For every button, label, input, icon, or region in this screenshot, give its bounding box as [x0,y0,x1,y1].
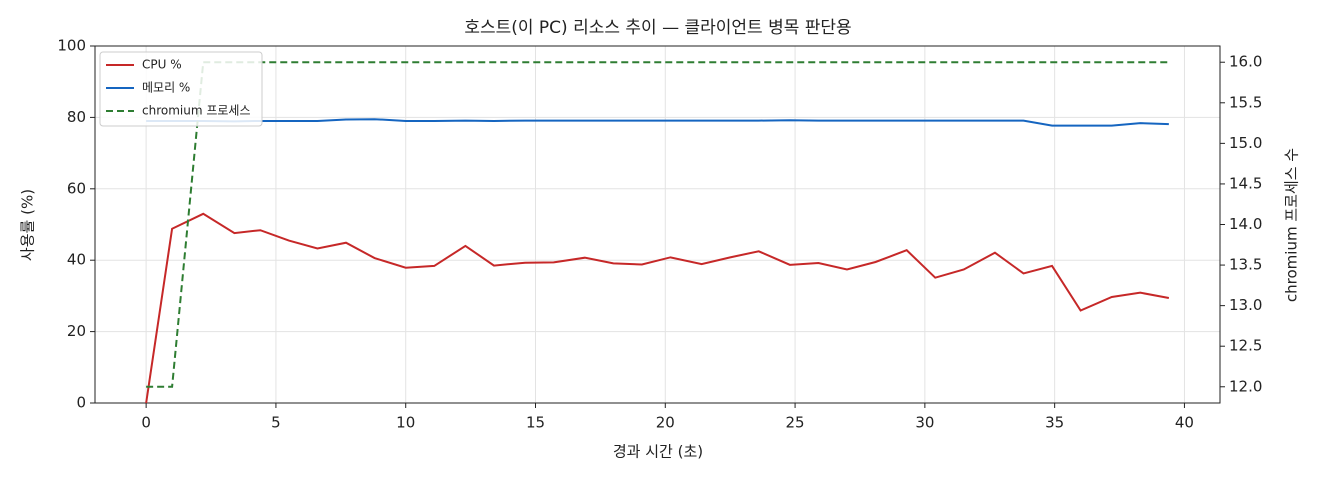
y-tick-label: 0 [76,394,86,412]
y-tick-label: 100 [57,37,86,55]
y2-tick-label: 16.0 [1229,53,1262,71]
y2-tick-label: 13.0 [1229,296,1262,314]
y2-tick-label: 12.5 [1229,337,1262,355]
plot-frame [94,45,1221,404]
y-axis-label: 사용률 (%) [19,189,37,261]
x-tick-label: 5 [271,414,281,432]
x-tick-label: 25 [786,414,805,432]
x-tick-label: 30 [915,414,934,432]
x-tick-label: 15 [526,414,545,432]
x-tick-label: 10 [396,414,415,432]
x-tick-label: 40 [1175,414,1194,432]
legend-box [99,51,263,127]
y2-tick-label: 14.5 [1229,174,1262,192]
y-tick-label: 20 [67,322,86,340]
y2-tick-label: 14.0 [1229,215,1262,233]
y-tick-label: 80 [67,108,86,126]
legend: CPU % 메모리 % chromium 프로세스 [99,51,263,127]
chart-title: 호스트(이 PC) 리소스 추이 — 클라이언트 병목 판단용 [464,18,851,38]
y2-tick-label: 13.5 [1229,256,1262,274]
legend-label: chromium 프로세스 [142,104,251,118]
y-tick-label: 40 [67,251,86,269]
legend-label: CPU % [142,58,182,72]
x-tick-label: 20 [656,414,675,432]
legend-label: 메모리 % [142,81,190,95]
x-axis-label: 경과 시간 (초) [613,443,703,461]
y2-tick-label: 12.0 [1229,377,1262,395]
y-tick-label: 60 [67,179,86,197]
x-tick-label: 35 [1045,414,1064,432]
series-line [145,212,1170,404]
series-line [146,61,1169,388]
x-tick-label: 0 [141,414,151,432]
y2-tick-label: 15.0 [1229,134,1262,152]
y2-tick-label: 15.5 [1229,93,1262,111]
series-line [146,118,1169,127]
y2-axis-label: chromium 프로세스 수 [1283,148,1301,302]
